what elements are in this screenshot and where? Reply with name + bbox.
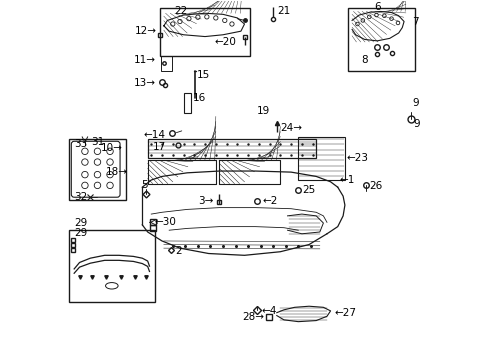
Text: 2: 2: [175, 246, 182, 256]
Text: ←30: ←30: [155, 217, 176, 227]
Bar: [147, 139, 316, 158]
Text: 32: 32: [74, 192, 87, 202]
Text: ←20: ←20: [214, 37, 236, 47]
Text: 15: 15: [197, 70, 210, 80]
Text: 9: 9: [411, 98, 418, 108]
Text: 12→: 12→: [134, 26, 156, 36]
Text: 21: 21: [276, 6, 289, 16]
Text: 33: 33: [74, 139, 87, 149]
Text: ←27: ←27: [333, 308, 355, 318]
Bar: [160, 8, 249, 56]
Text: 6: 6: [373, 2, 380, 12]
Text: 31: 31: [91, 137, 104, 147]
Text: 17: 17: [152, 142, 165, 152]
Bar: [348, 8, 414, 71]
Text: 24→: 24→: [280, 123, 302, 133]
Text: 7: 7: [411, 17, 418, 27]
Text: 16: 16: [192, 93, 205, 103]
Text: 29: 29: [74, 218, 87, 228]
Text: 5: 5: [141, 180, 147, 190]
Text: 28→: 28→: [242, 312, 264, 322]
Bar: [183, 93, 190, 113]
Text: 26: 26: [368, 181, 382, 192]
Bar: [69, 230, 155, 302]
Text: ←2: ←2: [262, 196, 277, 206]
Text: 19: 19: [257, 106, 270, 116]
Text: 10→: 10→: [101, 143, 122, 153]
Text: ←14: ←14: [143, 130, 165, 140]
Text: ←1: ←1: [339, 175, 354, 185]
Text: 22: 22: [174, 6, 187, 17]
Text: 3→: 3→: [198, 196, 214, 206]
Text: 18→: 18→: [106, 167, 128, 177]
Bar: [69, 139, 126, 200]
Bar: [161, 56, 172, 71]
Text: ←4: ←4: [261, 306, 277, 316]
Text: 9: 9: [412, 120, 419, 130]
Bar: [298, 137, 344, 180]
Text: 8: 8: [360, 55, 367, 65]
Text: 29: 29: [74, 228, 87, 238]
Text: 13→: 13→: [134, 78, 156, 88]
Text: 25: 25: [301, 185, 314, 195]
Text: 11→: 11→: [133, 55, 155, 65]
Text: ←23: ←23: [346, 153, 368, 163]
